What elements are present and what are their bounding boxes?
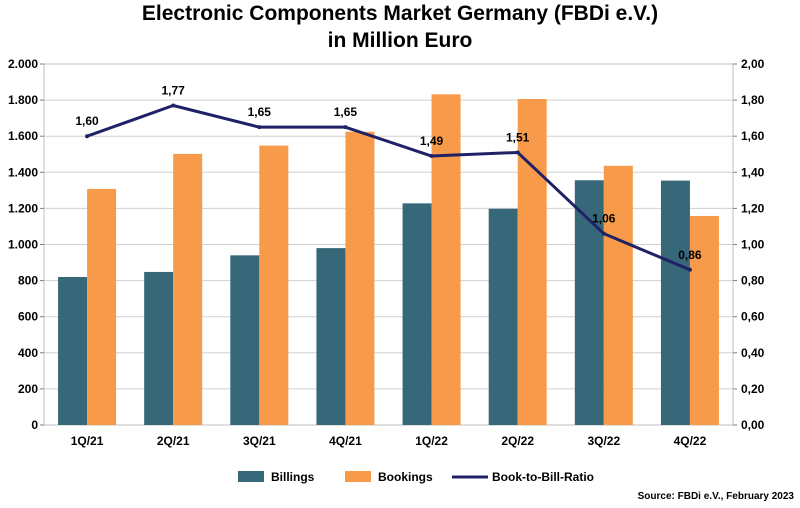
left-axis-tick-label: 400 xyxy=(18,346,38,360)
book-to-bill-ratio-point xyxy=(429,154,434,159)
bookings-bar xyxy=(259,145,289,425)
bookings-bar xyxy=(603,165,633,425)
billings-bar xyxy=(402,203,432,425)
bookings-bar xyxy=(689,215,719,425)
chart-title: Electronic Components Market Germany (FB… xyxy=(0,0,800,54)
right-axis-tick-label: 1,00 xyxy=(741,238,765,252)
book-to-bill-ratio-point xyxy=(515,150,520,155)
book-to-bill-ratio-point xyxy=(343,125,348,130)
x-axis-tick-label: 3Q/21 xyxy=(243,434,276,448)
x-axis-tick-label: 1Q/21 xyxy=(71,434,104,448)
left-axis-tick-label: 1.000 xyxy=(8,238,38,252)
right-axis-tick-label: 0,00 xyxy=(741,418,765,432)
left-axis-tick-label: 1.400 xyxy=(8,165,38,179)
right-axis-tick-label: 1,40 xyxy=(741,165,765,179)
left-axis-tick-label: 600 xyxy=(18,310,38,324)
right-axis-tick-label: 1,20 xyxy=(741,201,765,215)
left-axis-tick-label: 200 xyxy=(18,382,38,396)
legend-bookings-swatch xyxy=(345,471,371,482)
billings-bar xyxy=(316,248,346,425)
bookings-bar xyxy=(431,94,461,425)
x-axis-tick-label: 4Q/21 xyxy=(329,434,362,448)
book-to-bill-ratio-point xyxy=(257,125,262,130)
right-axis-tick-label: 0,80 xyxy=(741,274,765,288)
book-to-bill-ratio-data-label: 1,65 xyxy=(248,105,272,119)
billings-bar xyxy=(144,271,174,425)
billings-bar xyxy=(660,180,690,425)
book-to-bill-ratio-point xyxy=(601,231,606,236)
billings-bar xyxy=(58,276,88,425)
chart-title-line2: in Million Euro xyxy=(327,29,473,52)
source-note: Source: FBDi e.V., February 2023 xyxy=(637,491,794,502)
x-axis-tick-label: 4Q/22 xyxy=(674,434,707,448)
legend-bookings-label: Bookings xyxy=(378,470,433,484)
book-to-bill-ratio-data-label: 0,86 xyxy=(678,248,702,262)
bookings-bar xyxy=(345,131,375,425)
billings-bar xyxy=(488,208,518,425)
right-axis-tick-label: 1,80 xyxy=(741,93,765,107)
x-axis-tick-label: 2Q/22 xyxy=(501,434,534,448)
book-to-bill-ratio-data-label: 1,06 xyxy=(592,212,616,226)
left-axis-tick-label: 1.600 xyxy=(8,129,38,143)
book-to-bill-ratio-data-label: 1,49 xyxy=(420,134,444,148)
left-axis-tick-label: 0 xyxy=(31,418,38,432)
legend-billings-swatch xyxy=(238,471,264,482)
right-axis-tick-label: 0,40 xyxy=(741,346,765,360)
legend-billings-label: Billings xyxy=(271,470,315,484)
legend-ratio-label: Book-to-Bill-Ratio xyxy=(492,470,594,484)
book-to-bill-ratio-data-label: 1,77 xyxy=(162,84,186,98)
book-to-bill-ratio-data-label: 1,65 xyxy=(334,105,358,119)
right-axis-tick-label: 2,00 xyxy=(741,57,765,71)
x-axis-tick-label: 2Q/21 xyxy=(157,434,190,448)
bookings-bar xyxy=(173,153,203,425)
x-axis-tick-label: 3Q/22 xyxy=(587,434,620,448)
billings-bar xyxy=(230,255,260,425)
right-axis-tick-label: 0,60 xyxy=(741,310,765,324)
book-to-bill-ratio-point xyxy=(171,103,176,108)
bookings-bar xyxy=(87,188,117,425)
left-axis-tick-label: 800 xyxy=(18,274,38,288)
x-axis-tick-label: 1Q/22 xyxy=(415,434,448,448)
book-to-bill-ratio-data-label: 1,60 xyxy=(75,114,99,128)
left-axis-tick-label: 1.200 xyxy=(8,201,38,215)
right-axis-tick-label: 1,60 xyxy=(741,129,765,143)
book-to-bill-ratio-data-label: 1,51 xyxy=(506,130,530,144)
book-to-bill-ratio-point xyxy=(85,134,90,139)
bookings-bar xyxy=(517,99,547,425)
left-axis-tick-label: 1.800 xyxy=(8,93,38,107)
left-axis-tick-label: 2.000 xyxy=(8,57,38,71)
chart-title-line1: Electronic Components Market Germany (FB… xyxy=(141,2,659,25)
right-axis-tick-label: 0,20 xyxy=(741,382,765,396)
book-to-bill-ratio-point xyxy=(687,267,692,272)
book-to-bill-ratio-line xyxy=(86,104,691,272)
